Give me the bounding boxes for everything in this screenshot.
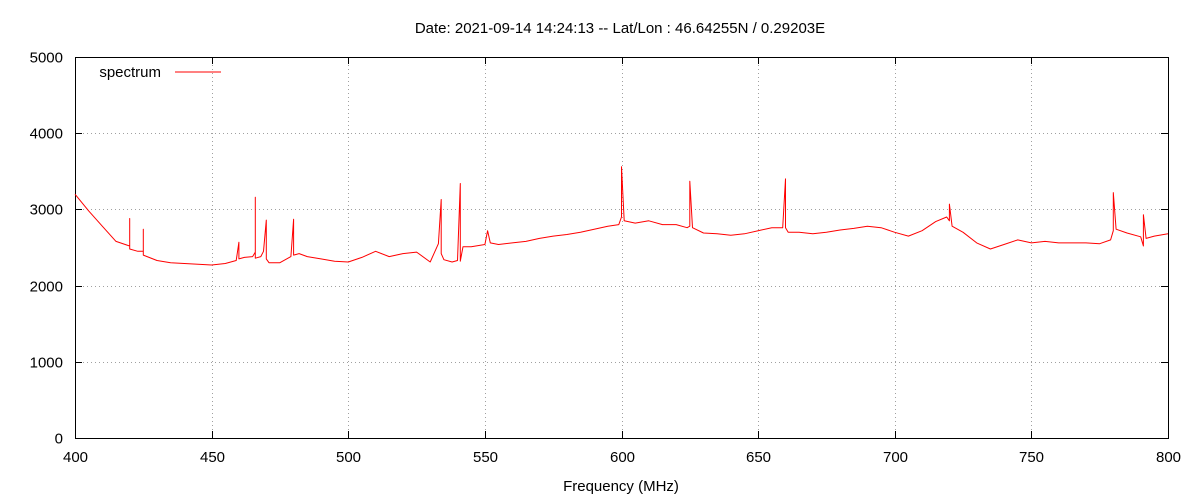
chart-title: Date: 2021-09-14 14:24:13 -- Lat/Lon : 4… xyxy=(415,20,825,37)
y-tick-label: 0 xyxy=(55,431,63,448)
y-tick-label: 4000 xyxy=(30,126,63,143)
x-tick-label: 450 xyxy=(200,449,225,466)
series-lines xyxy=(74,166,1169,266)
y-tick-label: 2000 xyxy=(30,279,63,296)
y-tick-label: 1000 xyxy=(30,355,63,372)
x-tick-label: 650 xyxy=(746,449,771,466)
tick-labels: 400 450 500 550 600 650 700 750 800 0 1000 2000 3000… xyxy=(30,50,1181,467)
x-tick-label: 800 xyxy=(1156,449,1181,466)
legend: spectrum xyxy=(99,64,221,81)
y-tick-label: 3000 xyxy=(30,202,63,219)
x-tick-label: 600 xyxy=(610,449,635,466)
x-tick-label: 400 xyxy=(63,449,88,466)
x-tick-label: 500 xyxy=(336,449,361,466)
plot-frame xyxy=(75,57,1169,439)
x-tick-label: 550 xyxy=(473,449,498,466)
x-axis-label: Frequency (MHz) xyxy=(563,478,679,495)
x-tick-label: 750 xyxy=(1019,449,1044,466)
y-tick-label: 5000 xyxy=(30,50,63,67)
series-line-spectrum xyxy=(74,166,1169,266)
x-tick-label: 700 xyxy=(883,449,908,466)
legend-label: spectrum xyxy=(99,64,161,81)
